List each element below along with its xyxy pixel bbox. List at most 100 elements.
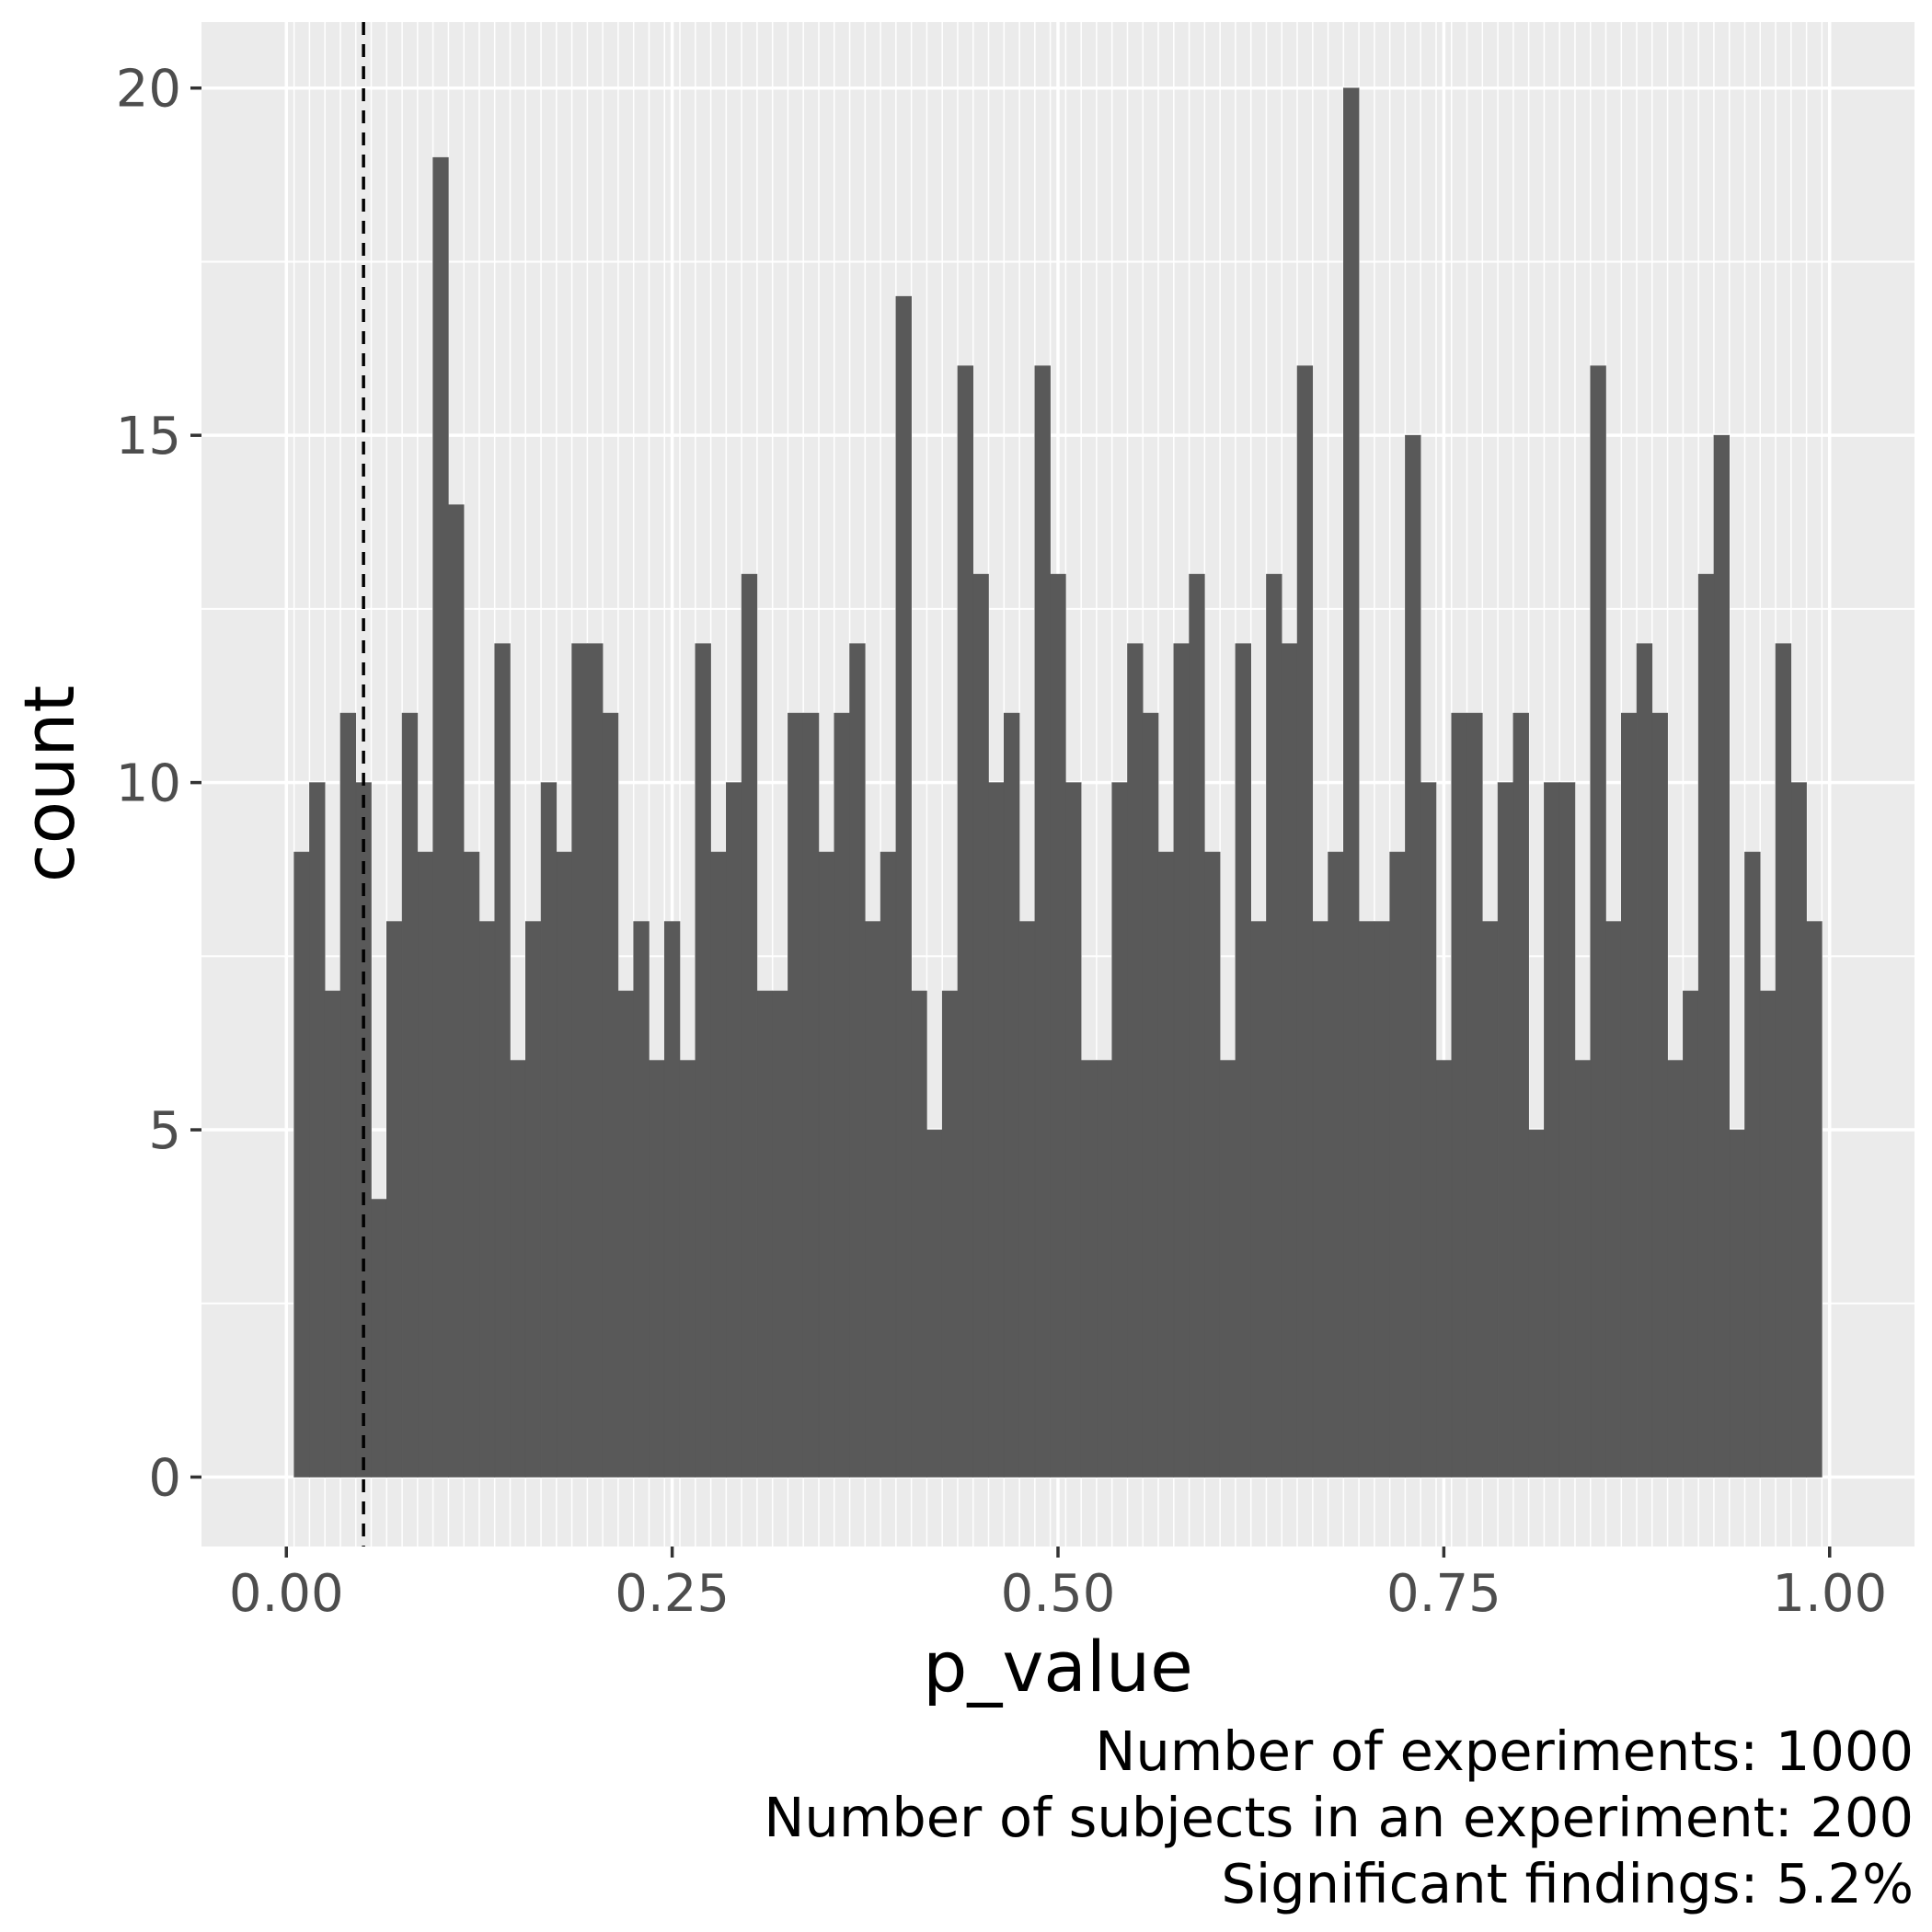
histogram-bar <box>663 921 681 1478</box>
y-tick-label: 10 <box>116 754 181 814</box>
histogram-bar <box>741 573 758 1478</box>
histogram-bar <box>1250 921 1267 1478</box>
histogram-bar <box>1775 643 1792 1478</box>
histogram-bar <box>1558 782 1576 1478</box>
histogram-bar <box>1713 434 1731 1478</box>
histogram-bar <box>1312 921 1328 1478</box>
histogram-bar <box>1636 643 1653 1478</box>
histogram-bar <box>1512 712 1529 1478</box>
histogram-bar <box>1358 921 1375 1478</box>
histogram-bar <box>1482 921 1499 1478</box>
histogram-bar <box>1420 782 1437 1478</box>
histogram-bar <box>695 643 711 1478</box>
histogram-bar <box>1328 851 1344 1478</box>
histogram-bar <box>417 851 433 1478</box>
histogram-bar <box>1605 921 1622 1478</box>
histogram-bar <box>957 365 974 1478</box>
histogram-bar <box>1266 573 1282 1478</box>
histogram-bar <box>1667 1060 1684 1478</box>
histogram-bar <box>556 851 572 1478</box>
x-tick-label: 0.00 <box>229 1564 344 1624</box>
histogram-bar <box>1296 365 1314 1478</box>
histogram-bar <box>865 921 881 1478</box>
histogram-bar <box>972 573 989 1478</box>
histogram-bar <box>802 712 820 1478</box>
histogram-bar <box>448 504 465 1478</box>
histogram-bar <box>941 990 959 1478</box>
histogram-bar <box>1729 1129 1745 1478</box>
histogram-bar <box>1466 712 1483 1478</box>
histogram-bar <box>710 851 727 1478</box>
histogram-bar <box>432 156 449 1478</box>
histogram-bar <box>1451 712 1467 1478</box>
histogram-bar <box>911 990 927 1478</box>
histogram-bar <box>1651 712 1668 1478</box>
histogram-bar <box>1497 782 1514 1478</box>
histogram-bar <box>602 712 619 1478</box>
histogram-bar <box>324 990 341 1478</box>
histogram-bar <box>1080 1060 1098 1478</box>
histogram-bar <box>1806 921 1823 1478</box>
histogram-bar <box>540 782 558 1478</box>
x-tick-label: 1.00 <box>1772 1564 1887 1624</box>
histogram-bar <box>772 990 788 1478</box>
histogram-bar <box>756 990 773 1478</box>
histogram-bar <box>293 851 310 1478</box>
histogram-bar <box>1759 990 1777 1478</box>
y-tick-label: 20 <box>116 60 181 120</box>
histogram-bar <box>1343 87 1360 1478</box>
histogram-bar <box>1744 851 1761 1478</box>
histogram-bar <box>1189 573 1205 1478</box>
histogram-bar <box>524 921 542 1478</box>
histogram-bar <box>726 782 742 1478</box>
histogram-bar <box>1374 921 1390 1478</box>
histogram-bar <box>1405 434 1421 1478</box>
histogram-bar <box>1204 851 1221 1478</box>
histogram-bar <box>587 643 604 1478</box>
histogram-bar <box>339 712 357 1478</box>
histogram-bar <box>788 712 804 1478</box>
x-axis-title: p_value <box>923 1626 1193 1708</box>
histogram-bar <box>1018 921 1036 1478</box>
histogram-bar <box>649 1060 665 1478</box>
histogram-bar <box>478 921 496 1478</box>
histogram-bar <box>1683 990 1699 1478</box>
histogram-bar <box>571 643 588 1478</box>
histogram-bar <box>1590 365 1606 1478</box>
histogram-bar <box>926 1129 943 1478</box>
histogram-bar <box>1235 643 1251 1478</box>
histogram-bar <box>895 295 912 1478</box>
histogram-bar <box>1142 712 1159 1478</box>
histogram-bar <box>463 851 480 1478</box>
y-axis-title: count <box>8 685 90 882</box>
histogram-bar <box>385 921 403 1478</box>
histogram-bar <box>1050 573 1066 1478</box>
histogram-bar <box>880 851 897 1478</box>
histogram-bar <box>1790 782 1807 1478</box>
histogram-bar <box>371 1199 387 1478</box>
caption-line-1: Number of experiments: 1000 <box>1095 1719 1914 1783</box>
histogram-bar <box>633 921 650 1478</box>
y-tick-label: 5 <box>148 1101 181 1161</box>
histogram-bar <box>1157 851 1175 1478</box>
histogram-bar <box>818 851 835 1478</box>
y-tick-label: 0 <box>148 1449 181 1509</box>
histogram-bar <box>510 1060 526 1478</box>
histogram-bar <box>1034 365 1051 1478</box>
histogram-bar <box>849 643 866 1478</box>
x-axis-ticks: 0.00 0.25 0.50 0.75 1.00 <box>229 1547 1887 1624</box>
caption-line-2: Number of subjects in an experiment: 200 <box>764 1786 1914 1849</box>
histogram-bar <box>1111 782 1128 1478</box>
histogram-bar <box>1574 1060 1592 1478</box>
histogram-bar <box>679 1060 696 1478</box>
histogram-bar <box>1528 1129 1545 1478</box>
histogram-bar <box>1435 1060 1453 1478</box>
histogram-bar <box>1065 782 1082 1478</box>
histogram-bar <box>1096 1060 1113 1478</box>
histogram-bar <box>401 712 419 1478</box>
histogram-bar <box>494 643 511 1478</box>
histogram-bar <box>988 782 1005 1478</box>
histogram-bar <box>617 990 634 1478</box>
histogram-bar <box>1127 643 1144 1478</box>
